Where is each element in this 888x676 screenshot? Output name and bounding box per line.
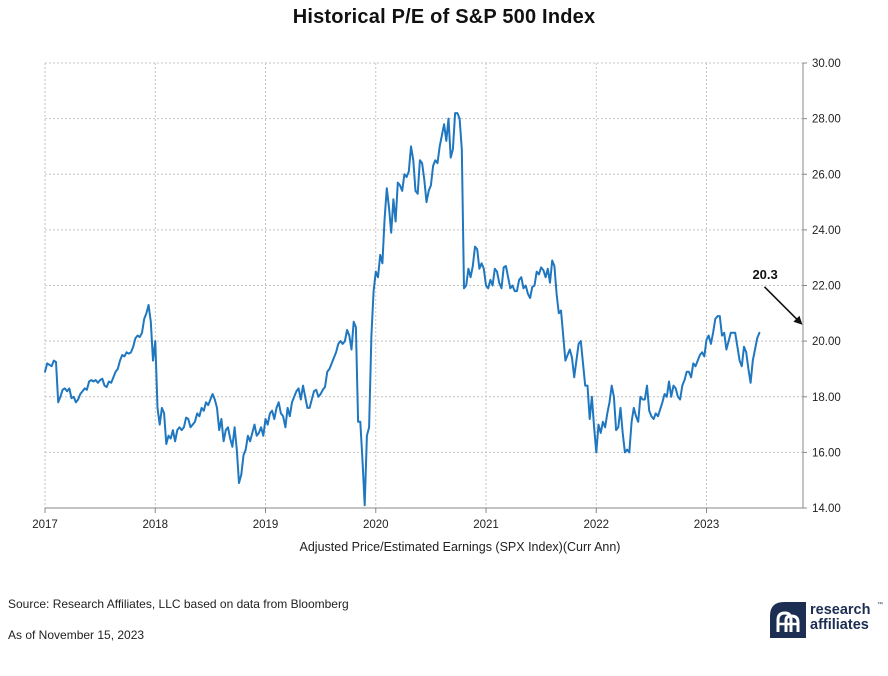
x-tick-label: 2019 bbox=[253, 519, 279, 531]
chart-title: Historical P/E of S&P 500 Index bbox=[292, 6, 596, 28]
annotation-arrowhead bbox=[793, 315, 803, 325]
y-tick-label: 20.00 bbox=[812, 336, 841, 348]
annotation-arrow bbox=[763, 286, 801, 323]
y-tick-label: 30.00 bbox=[812, 58, 841, 70]
x-axis-label: Adjusted Price/Estimated Earnings (SPX I… bbox=[300, 540, 621, 554]
as-of-date: As of November 15, 2023 bbox=[8, 628, 145, 642]
x-tick-label: 2023 bbox=[694, 519, 720, 531]
y-axis-ticks: 14.00 16.00 18.00 20.00 22.00 24.00 26.00 28.00… bbox=[803, 58, 841, 515]
annotation-label: 20.3 bbox=[752, 267, 777, 282]
x-axis-ticks: 2017 2018 2019 2020 2021 2022 2023 bbox=[32, 508, 719, 531]
x-tick-label: 2017 bbox=[32, 519, 58, 531]
x-tick-label: 2021 bbox=[473, 519, 499, 531]
logo-text-line2: affiliates bbox=[810, 617, 869, 633]
logo-trademark: ™ bbox=[877, 602, 883, 608]
pe-series-line bbox=[44, 112, 761, 507]
research-affiliates-logo-icon bbox=[770, 602, 806, 638]
x-tick-label: 2020 bbox=[363, 519, 389, 531]
source-note: Source: Research Affiliates, LLC based o… bbox=[8, 597, 349, 611]
research-affiliates-logo[interactable]: research affiliates ™ bbox=[770, 602, 883, 640]
chart-grid bbox=[44, 62, 803, 508]
x-tick-label: 2022 bbox=[583, 519, 609, 531]
y-tick-label: 28.00 bbox=[812, 114, 841, 126]
y-tick-label: 16.00 bbox=[812, 447, 841, 459]
logo-text-line1: research bbox=[810, 602, 871, 618]
y-tick-label: 22.00 bbox=[812, 281, 841, 293]
y-tick-label: 14.00 bbox=[812, 503, 841, 515]
y-tick-label: 18.00 bbox=[812, 392, 841, 404]
y-tick-label: 26.00 bbox=[812, 169, 841, 181]
y-tick-label: 24.00 bbox=[812, 225, 841, 237]
x-tick-label: 2018 bbox=[142, 519, 168, 531]
